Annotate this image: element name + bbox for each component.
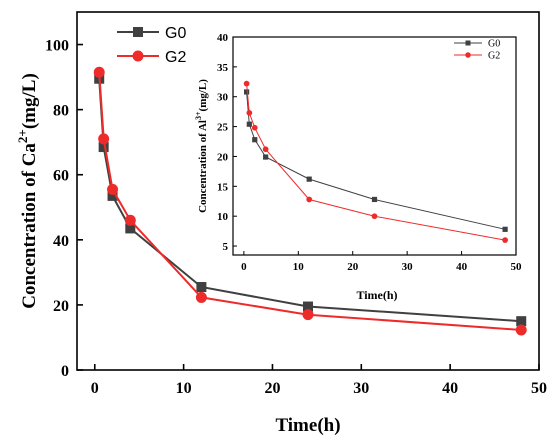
main-series-g0-point	[107, 190, 118, 201]
legend-inset-g0-marker	[465, 40, 471, 46]
inset-y-tick-label: 20	[217, 151, 229, 163]
main-series-g2-point	[515, 324, 527, 336]
main-x-axis-label: Time(h)	[275, 415, 340, 436]
inset-plot: 0 10 20 30 40 50 5 10 15 20 25 30 35 40 Time(h) Conce…	[194, 32, 522, 302]
legend-inset-g2-label: G2	[488, 51, 500, 62]
inset-series-g2-point	[306, 196, 313, 203]
inset-y-tick-label: 25	[217, 122, 229, 134]
inset-y-tick-label: 5	[223, 241, 229, 253]
inset-x-axis-label: Time(h)	[356, 288, 397, 302]
inset-x-tick-label: 20	[347, 261, 359, 273]
inset-x-tick-label: 10	[293, 261, 305, 273]
main-y-axis-label: Concentration of Ca2+(mg/L)	[15, 73, 40, 309]
main-series-g0-point	[125, 223, 136, 234]
main-plot-frame	[76, 11, 540, 371]
main-x-tick-label: 40	[442, 380, 458, 397]
inset-x-tick-label: 0	[241, 261, 247, 273]
inset-y-tick-label: 15	[217, 181, 229, 193]
inset-y-axis-label-unit: (mg/L)	[197, 79, 209, 112]
inset-y-axis-label-text: Concentration of Al	[197, 120, 209, 213]
inset-y-axis-label-superscript: 3+	[194, 111, 203, 120]
legend-main-g2-label: G2	[165, 49, 186, 66]
inset-series	[243, 80, 508, 243]
main-series-g2-point	[124, 214, 136, 226]
inset-series-g2-point	[502, 237, 508, 243]
legend-inset-g2-marker	[465, 52, 471, 58]
main-x-tick-label: 10	[176, 380, 192, 397]
main-y-tick-label: 0	[61, 363, 69, 380]
main-y-tick-label: 40	[53, 233, 69, 250]
main-x-tick-label: 20	[264, 380, 280, 397]
main-y-axis-label-text: Concentration of Ca	[19, 143, 40, 309]
inset-series-g2-point	[251, 124, 258, 131]
main-series-g0-point	[196, 282, 207, 293]
main-series-g0-point	[303, 301, 313, 312]
inset-series-g0-point	[263, 154, 269, 160]
inset-series-g0-point	[246, 121, 252, 127]
main-y-tick-label: 100	[45, 38, 69, 55]
main-y-tick-label: 60	[53, 168, 69, 185]
main-series-g0-point	[98, 142, 109, 153]
inset-y-tick-label: 10	[217, 211, 229, 223]
main-series-g2-point	[302, 309, 314, 321]
main-x-tick-label: 0	[91, 380, 99, 397]
inset-ticks: 0 10 20 30 40 50 5 10 15 20 25 30 35 40	[217, 32, 522, 273]
inset-x-tick-label: 40	[456, 261, 468, 273]
inset-series-g2-point	[371, 213, 378, 220]
inset-x-tick-label: 50	[511, 261, 523, 273]
inset-plot-frame	[232, 36, 517, 256]
legend-main-g2-marker	[132, 50, 144, 62]
inset-series-g0-point	[252, 137, 258, 143]
inset-y-tick-label: 40	[217, 32, 229, 44]
main-series-g2-point	[93, 66, 105, 78]
main-series-g2-point	[107, 183, 119, 195]
main-y-axis-label-unit: (mg/L)	[19, 73, 40, 129]
main-series-g2-point	[195, 291, 207, 303]
inset-series-g0-point	[502, 226, 508, 232]
inset-x-tick-label: 30	[402, 261, 414, 273]
inset-y-tick-label: 30	[217, 92, 229, 104]
inset-series-g0-point	[306, 176, 312, 182]
legend-inset-g0-label: G0	[488, 39, 500, 50]
main-series	[93, 66, 527, 336]
legend-main-g0-label: G0	[165, 25, 186, 42]
inset-series-g2-point	[246, 109, 253, 116]
main-y-axis-label-superscript: 2+	[15, 129, 30, 143]
inset-series-g0-point	[371, 196, 378, 203]
main-series-g0-point	[516, 316, 527, 327]
main-series-g2-point	[98, 133, 110, 145]
legend-main-g0-marker	[133, 27, 143, 37]
main-y-tick-label: 20	[53, 298, 69, 315]
inset-y-tick-label: 35	[217, 62, 229, 74]
main-y-tick-label: 80	[53, 103, 69, 120]
inset-series-g2-point	[262, 146, 269, 153]
inset-series-g2-point	[243, 80, 250, 87]
main-x-tick-label: 30	[353, 380, 369, 397]
inset-y-axis-label: Concentration of Al3+(mg/L)	[194, 79, 209, 213]
inset-series-g0-point	[244, 89, 250, 95]
main-x-tick-label: 50	[531, 380, 547, 397]
